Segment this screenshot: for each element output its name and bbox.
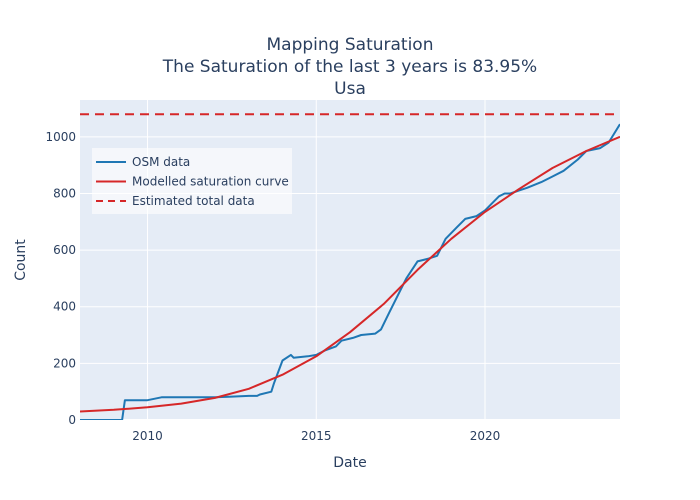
- series-lines[interactable]: [80, 113, 620, 420]
- y-tick-label: 200: [53, 356, 76, 370]
- y-axis-ticks: 0 200 400 600 800 1000: [45, 130, 76, 427]
- x-tick-label: 2015: [301, 429, 332, 443]
- chart-title-line: The Saturation of the last 3 years is 83…: [162, 57, 537, 77]
- y-axis-label: Count: [13, 239, 29, 281]
- legend-item-modelled-saturation-curve[interactable]: Modelled saturation curve: [96, 175, 289, 189]
- legend-label: Estimated total data: [132, 194, 255, 208]
- legend-label: Modelled saturation curve: [132, 175, 289, 189]
- series-line-modelled-saturation-curve[interactable]: [80, 135, 620, 413]
- x-axis-label: Date: [333, 455, 366, 471]
- legend-item-osm-data[interactable]: OSM data: [96, 155, 190, 169]
- chart-title-line: Usa: [334, 79, 366, 99]
- series-line-osm-data[interactable]: [80, 123, 620, 420]
- legend[interactable]: OSM data Modelled saturation curve Estimat…: [92, 148, 292, 214]
- y-tick-label: 400: [53, 300, 76, 314]
- chart-title-line: Mapping Saturation: [267, 35, 434, 55]
- y-tick-label: 600: [53, 243, 76, 257]
- x-axis-ticks: 2010 2015 2020: [132, 429, 500, 443]
- y-tick-label: 1000: [45, 130, 76, 144]
- x-tick-label: 2010: [132, 429, 163, 443]
- legend-item-estimated-total-data[interactable]: Estimated total data: [96, 194, 255, 208]
- x-tick-label: 2020: [470, 429, 501, 443]
- y-tick-label: 0: [68, 413, 76, 427]
- y-tick-label: 800: [53, 186, 76, 200]
- legend-label: OSM data: [132, 155, 190, 169]
